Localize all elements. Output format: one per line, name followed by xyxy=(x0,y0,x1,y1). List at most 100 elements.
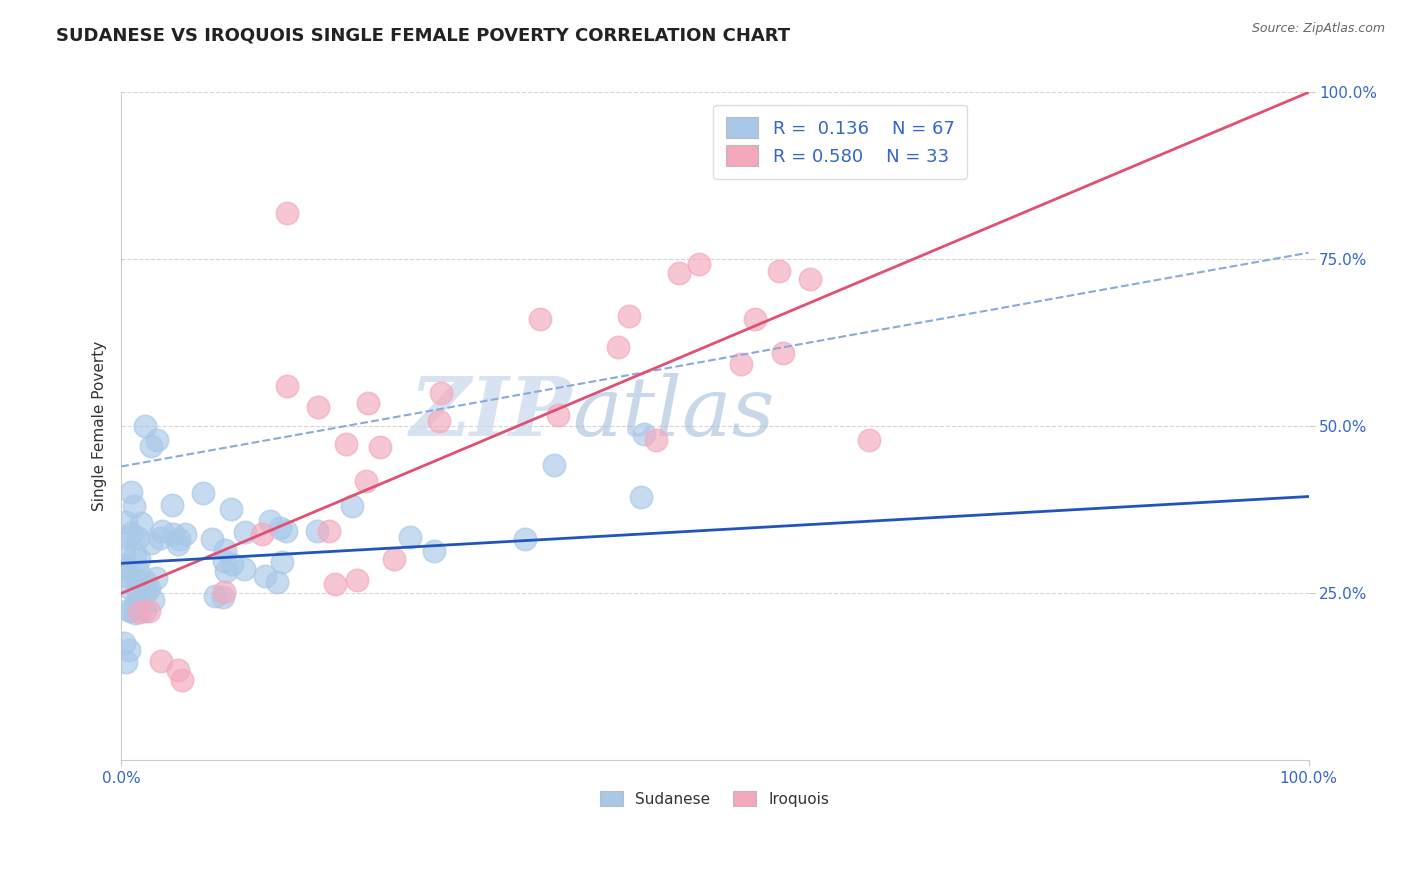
Point xyxy=(146,433,169,447)
Point xyxy=(368,440,391,454)
Point xyxy=(201,532,224,546)
Point xyxy=(117,603,139,617)
Point xyxy=(115,569,138,583)
Point xyxy=(633,427,655,442)
Point xyxy=(233,562,256,576)
Point xyxy=(219,501,242,516)
Point xyxy=(125,597,148,611)
Point xyxy=(134,574,156,588)
Point xyxy=(204,589,226,603)
Point xyxy=(139,536,162,550)
Point xyxy=(266,574,288,589)
Point xyxy=(112,560,135,574)
Point xyxy=(127,564,149,578)
Point xyxy=(191,485,214,500)
Point xyxy=(617,309,640,323)
Point xyxy=(335,437,357,451)
Point xyxy=(128,552,150,566)
Point xyxy=(117,531,139,545)
Text: atlas: atlas xyxy=(572,373,775,453)
Point xyxy=(318,524,340,538)
Point xyxy=(120,526,142,541)
Point xyxy=(252,526,274,541)
Point xyxy=(513,532,536,546)
Point xyxy=(118,643,141,657)
Point xyxy=(606,340,628,354)
Point xyxy=(423,543,446,558)
Point xyxy=(124,547,146,561)
Point xyxy=(125,582,148,596)
Point xyxy=(124,606,146,620)
Point xyxy=(529,311,551,326)
Point xyxy=(162,498,184,512)
Point xyxy=(212,554,235,568)
Point xyxy=(139,439,162,453)
Point xyxy=(221,557,243,571)
Point xyxy=(799,272,821,286)
Point xyxy=(138,582,160,596)
Point xyxy=(547,408,569,422)
Point xyxy=(307,524,329,538)
Text: SUDANESE VS IROQUOIS SINGLE FEMALE POVERTY CORRELATION CHART: SUDANESE VS IROQUOIS SINGLE FEMALE POVER… xyxy=(56,27,790,45)
Point xyxy=(167,532,190,546)
Point xyxy=(172,673,194,688)
Point xyxy=(174,526,197,541)
Point xyxy=(430,386,453,401)
Point xyxy=(259,514,281,528)
Point xyxy=(150,654,173,668)
Point xyxy=(212,585,235,599)
Point xyxy=(543,458,565,472)
Point xyxy=(644,433,666,447)
Point xyxy=(668,266,690,280)
Point xyxy=(129,516,152,530)
Point xyxy=(128,605,150,619)
Point xyxy=(120,484,142,499)
Point xyxy=(112,558,135,572)
Point xyxy=(152,524,174,538)
Point xyxy=(134,604,156,618)
Point xyxy=(134,585,156,599)
Point xyxy=(340,499,363,513)
Point xyxy=(138,604,160,618)
Point xyxy=(125,596,148,610)
Point xyxy=(115,655,138,669)
Point xyxy=(115,515,138,529)
Point xyxy=(215,564,238,578)
Point xyxy=(121,604,143,618)
Point xyxy=(274,524,297,538)
Point xyxy=(254,568,277,582)
Point xyxy=(112,547,135,561)
Point xyxy=(354,475,377,489)
Point xyxy=(276,205,298,219)
Point xyxy=(768,263,790,277)
Point xyxy=(141,593,163,607)
Point xyxy=(134,419,156,434)
Point xyxy=(145,571,167,585)
Point xyxy=(357,396,380,410)
Point xyxy=(124,574,146,588)
Point xyxy=(688,257,710,271)
Legend: Sudanese, Iroquois: Sudanese, Iroquois xyxy=(595,785,835,813)
Point xyxy=(744,312,766,326)
Text: Source: ZipAtlas.com: Source: ZipAtlas.com xyxy=(1251,22,1385,36)
Point xyxy=(399,530,422,544)
Point xyxy=(730,358,752,372)
Point xyxy=(630,490,652,504)
Point xyxy=(212,590,235,604)
Point xyxy=(384,551,406,566)
Text: ZIP: ZIP xyxy=(409,373,572,453)
Point xyxy=(276,379,298,393)
Point xyxy=(127,531,149,545)
Point xyxy=(427,414,450,428)
Point xyxy=(214,543,236,558)
Point xyxy=(269,521,291,535)
Point xyxy=(149,531,172,545)
Point xyxy=(270,555,292,569)
Point xyxy=(858,433,880,447)
Point xyxy=(117,580,139,594)
Point xyxy=(772,346,794,360)
Point xyxy=(112,636,135,650)
Point xyxy=(162,527,184,541)
Y-axis label: Single Female Poverty: Single Female Poverty xyxy=(93,342,107,511)
Point xyxy=(167,537,190,551)
